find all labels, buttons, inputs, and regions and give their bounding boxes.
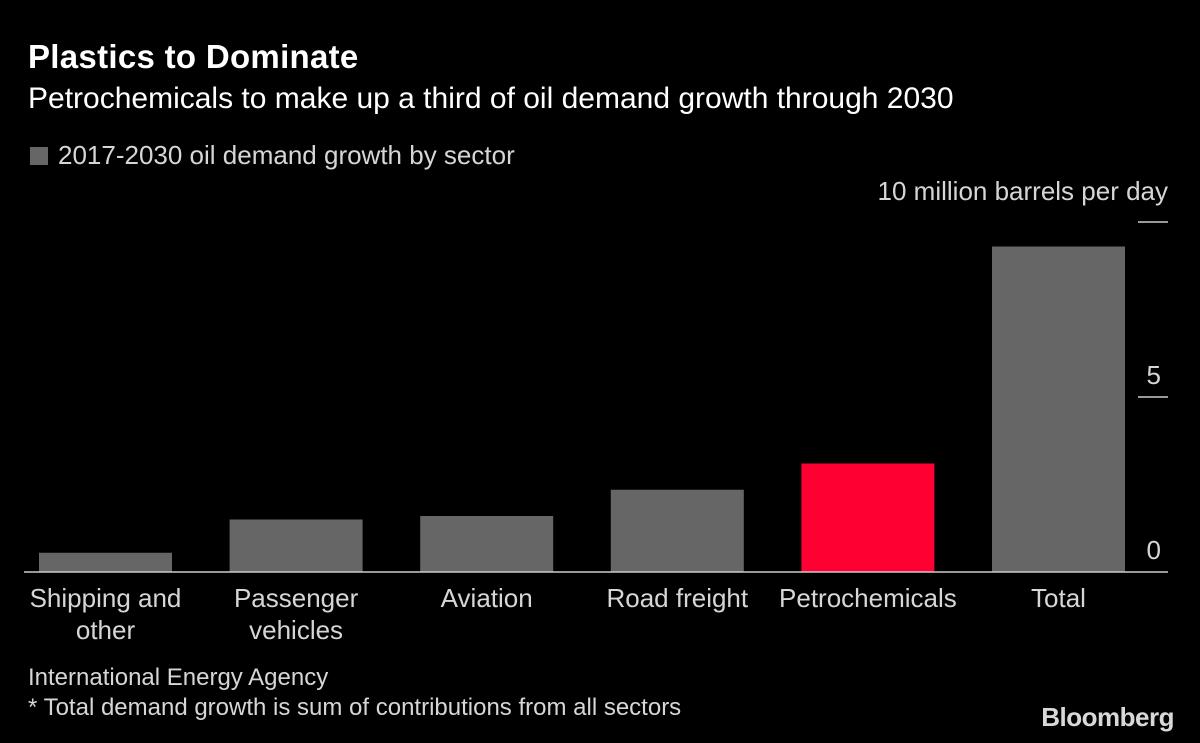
y-axis-unit-label: 10 million barrels per day <box>877 176 1168 206</box>
chart-subtitle: Petrochemicals to make up a third of oil… <box>28 82 954 115</box>
category-label-0-0: Shipping and <box>30 583 182 613</box>
category-label-1-0: Passenger <box>234 583 359 613</box>
bloomberg-logo: Bloomberg <box>1041 702 1174 732</box>
category-label-4-0: Petrochemicals <box>779 583 957 613</box>
bar-4 <box>801 463 935 572</box>
category-label-0-1: other <box>76 615 136 645</box>
category-label-1-1: vehicles <box>249 615 343 645</box>
footnote: * Total demand growth is sum of contribu… <box>28 694 682 721</box>
legend-swatch <box>30 146 48 165</box>
chart-title: Plastics to Dominate <box>28 38 359 75</box>
bar-5 <box>992 246 1125 572</box>
legend-label: 2017-2030 oil demand growth by sector <box>58 140 515 170</box>
y-tick-label-0: 0 <box>1147 535 1161 565</box>
source-note: International Energy Agency <box>28 664 329 691</box>
y-tick-label-1: 5 <box>1147 360 1161 390</box>
bar-1 <box>229 519 363 572</box>
bar-2 <box>420 516 554 572</box>
category-label-2-0: Aviation <box>441 583 533 613</box>
category-label-5-0: Total <box>1031 583 1086 613</box>
chart-legend: 2017-2030 oil demand growth by sector <box>30 140 515 171</box>
category-label-3-0: Road freight <box>606 583 748 613</box>
bar-0 <box>39 552 172 572</box>
bar-3 <box>610 489 744 572</box>
